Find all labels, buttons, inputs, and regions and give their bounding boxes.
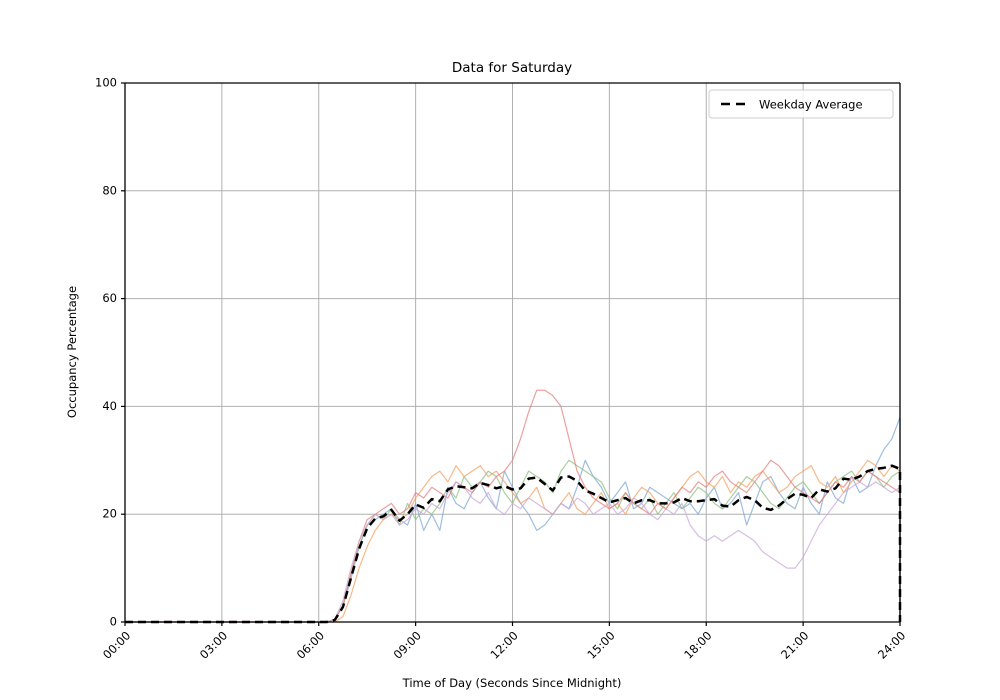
y-axis-label: Occupancy Percentage — [65, 286, 79, 418]
x-tick-label-7: 21:00 — [778, 628, 811, 661]
x-tick-label-2: 06:00 — [294, 628, 327, 661]
y-tick-label-1: 20 — [102, 507, 117, 521]
weekday-average-line — [125, 464, 902, 624]
x-tick-label-3: 09:00 — [391, 628, 424, 661]
x-tick-label-8: 24:00 — [875, 628, 908, 661]
x-axis-label: Time of Day (Seconds Since Midnight) — [402, 676, 622, 690]
y-tick-label-5: 100 — [95, 76, 117, 90]
y-tick-label-2: 40 — [102, 399, 117, 413]
y-tick-label-0: 0 — [110, 615, 117, 629]
legend-label-weekday-average: Weekday Average — [759, 98, 863, 112]
x-gridlines — [221, 83, 804, 622]
x-tick-label-5: 15:00 — [584, 628, 617, 661]
y-tick-label-4: 80 — [102, 183, 117, 197]
y-axis-ticks: 0 20 40 60 80 100 — [95, 76, 125, 629]
y-tick-label-3: 60 — [102, 291, 117, 305]
y-gridlines — [125, 190, 900, 515]
x-tick-label-6: 18:00 — [681, 628, 714, 661]
x-tick-label-4: 12:00 — [487, 628, 520, 661]
legend-box — [708, 89, 894, 119]
average-line-weekday-average — [125, 464, 902, 624]
x-tick-label-0: 00:00 — [100, 628, 133, 661]
x-axis-ticks: 00:00 03:00 06:00 09:00 12:00 15:00 18:00 21:00… — [100, 622, 908, 662]
chart-title: Data for Saturday — [452, 60, 572, 76]
chart-legend[interactable]: Weekday Average — [708, 89, 894, 119]
x-tick-label-1: 03:00 — [197, 628, 230, 661]
